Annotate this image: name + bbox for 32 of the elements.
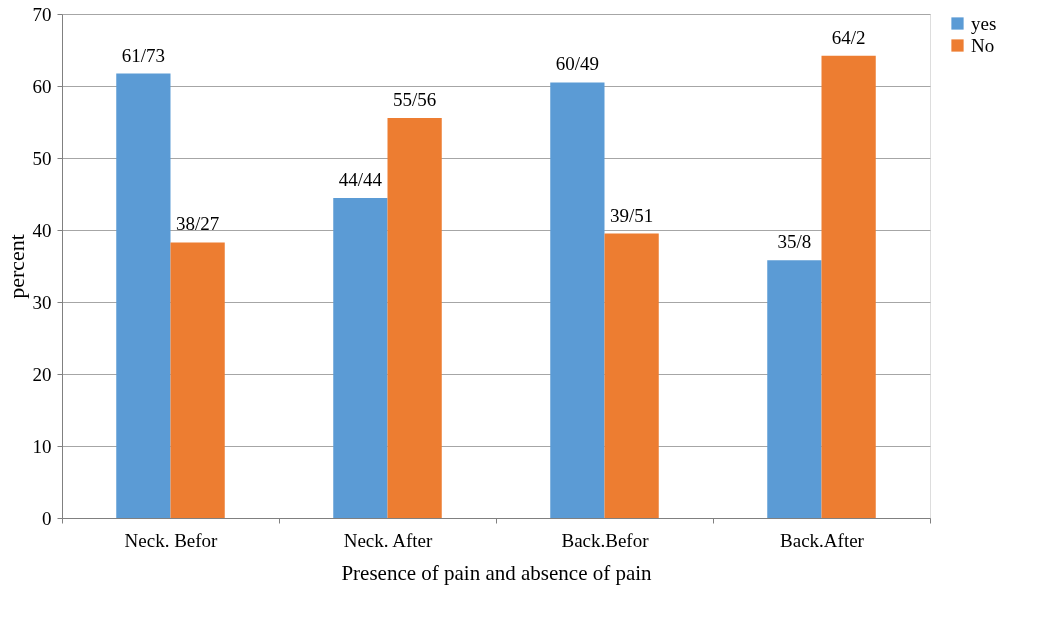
- y-tick-label: 40: [32, 219, 52, 241]
- data-label: 38/27: [175, 213, 220, 235]
- y-axis-title: percent: [3, 234, 29, 299]
- bar: [604, 233, 659, 518]
- data-label: 60/49: [555, 53, 600, 75]
- y-tick-label: 30: [32, 291, 52, 313]
- bar: [116, 73, 171, 518]
- y-tick-label: 20: [32, 363, 52, 385]
- y-tick-label: 10: [32, 435, 52, 457]
- x-tick-label: Back.After: [780, 529, 865, 551]
- x-tick-label: Back.Befor: [561, 529, 650, 551]
- bar: [550, 82, 605, 518]
- bar: [387, 117, 442, 518]
- bar: [767, 260, 822, 518]
- legend-label: No: [971, 34, 995, 56]
- data-label: 64/2: [831, 26, 866, 48]
- y-tick-label: 60: [32, 75, 52, 97]
- data-label: 35/8: [777, 231, 812, 253]
- data-label: 55/56: [392, 88, 437, 110]
- data-label: 44/44: [338, 169, 383, 191]
- x-axis-title: Presence of pain and absence of pain: [341, 560, 653, 585]
- legend-label: yes: [971, 12, 997, 34]
- bar: [170, 242, 225, 518]
- bar: [821, 55, 876, 518]
- data-label: 61/73: [121, 44, 166, 66]
- x-tick-label: Neck. After: [343, 529, 433, 551]
- y-tick-label: 70: [32, 3, 52, 25]
- y-tick-label: 50: [32, 147, 52, 169]
- bar: [333, 198, 388, 518]
- y-tick-label: 0: [42, 507, 52, 529]
- x-tick-label: Neck. Befor: [124, 529, 219, 551]
- data-label: 39/51: [609, 204, 654, 226]
